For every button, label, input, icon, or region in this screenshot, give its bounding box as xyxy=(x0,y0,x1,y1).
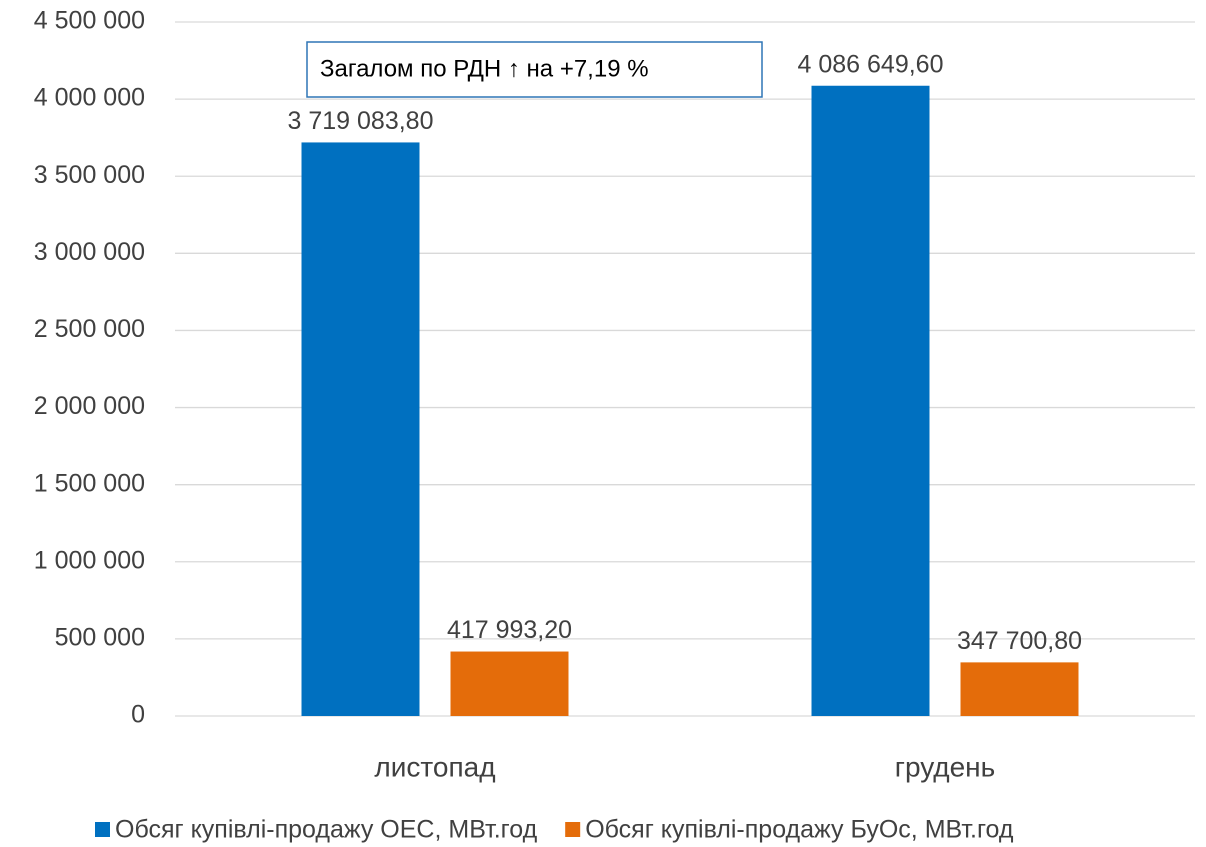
bar xyxy=(811,85,930,717)
y-tick-label: 1 000 000 xyxy=(34,546,145,574)
y-tick-label: 500 000 xyxy=(55,623,145,651)
y-tick-label: 3 000 000 xyxy=(34,238,145,266)
value-label: 347 700,80 xyxy=(957,627,1082,655)
legend-swatch xyxy=(565,822,581,837)
value-label: 4 086 649,60 xyxy=(798,50,944,78)
annotation-box xyxy=(306,41,763,98)
value-label: 417 993,20 xyxy=(447,616,572,644)
bar xyxy=(301,142,420,716)
y-tick-label: 0 xyxy=(131,701,145,729)
y-tick-label: 2 000 000 xyxy=(34,392,145,420)
y-tick-label: 2 500 000 xyxy=(34,315,145,343)
x-tick-label: листопад xyxy=(374,751,495,782)
y-tick-label: 1 500 000 xyxy=(34,469,145,497)
legend-label: Обсяг купівлі-продажу ОЕС, МВт.год xyxy=(115,816,538,844)
y-tick-label: 4 500 000 xyxy=(34,7,145,35)
bar xyxy=(960,662,1079,716)
x-tick-label: грудень xyxy=(895,751,996,782)
value-label: 3 719 083,80 xyxy=(288,107,434,135)
y-tick-label: 3 500 000 xyxy=(34,161,145,189)
legend-label: Обсяг купівлі-продажу БуОс, МВт.год xyxy=(585,816,1014,844)
legend-swatch xyxy=(95,822,110,837)
y-tick-label: 4 000 000 xyxy=(34,84,145,112)
bar xyxy=(450,651,569,716)
annotation: Загалом по РДН ↑ на +7,19 % xyxy=(320,55,649,82)
